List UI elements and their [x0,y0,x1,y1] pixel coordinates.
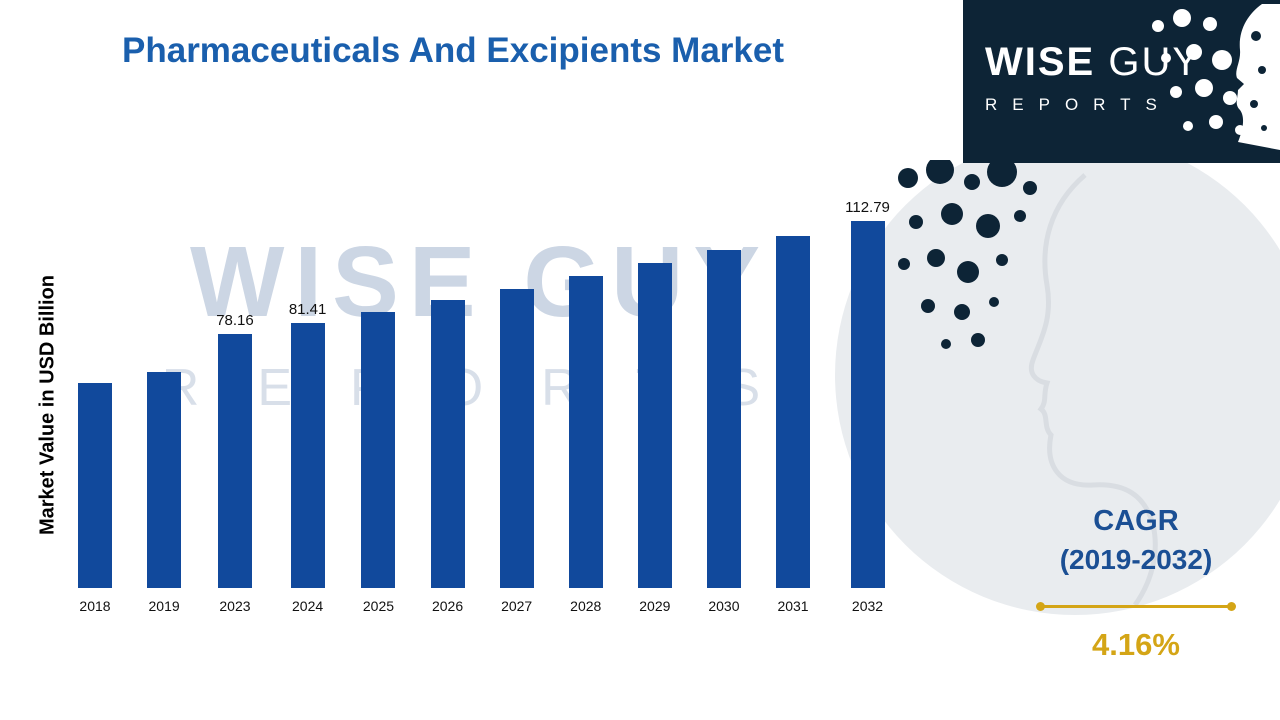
bar-column-2028: 2028 [568,276,603,614]
divider-rule [1040,605,1232,608]
x-tick-2025: 2025 [362,598,395,614]
x-tick-2018: 2018 [79,598,111,614]
bar-2025 [361,312,396,588]
bar-2023 [217,334,252,588]
bar-2018 [78,383,112,588]
x-tick-2029: 2029 [639,598,671,614]
y-axis-label: Market Value in USD Billion [36,274,59,536]
bar-column-2031: 2031 [776,236,811,614]
bar-value-label-2024: 81.41 [288,301,327,318]
bar-2032 [850,221,885,588]
bar-column-2024: 81.41 2024 [289,301,327,614]
bar-chart: 2018 2019 78.16 2023 81.41 2024 2025 2026 2027 20… [78,199,890,614]
bar-value-label-2032: 112.79 [845,199,890,216]
bar-column-2018: 2018 [78,383,112,614]
bar-column-2026: 2026 [430,300,465,614]
bar-value-label-2023: 78.16 [216,312,254,329]
x-tick-2019: 2019 [148,598,180,614]
x-tick-2031: 2031 [777,598,809,614]
page-title: Pharmaceuticals And Excipients Market [122,31,785,70]
x-tick-2027: 2027 [501,598,533,614]
x-tick-2024: 2024 [292,598,324,614]
bar-2028 [568,276,603,588]
x-tick-2026: 2026 [431,598,464,614]
logo-text: WISE GUY REPORTS [985,40,1201,115]
cagr-value: 4.16% [1092,627,1180,662]
wiseguy-logo: WISE GUY REPORTS [963,0,1280,163]
cagr-divider [1036,602,1236,611]
logo-reports-label: REPORTS [985,95,1172,114]
bar-2029 [637,263,672,588]
logo-face-icon [1152,4,1280,150]
x-tick-2023: 2023 [219,598,251,614]
logo-word-guy: GUY [1108,40,1202,84]
bar-column-2019: 2019 [147,372,182,614]
face-profile-outline-icon [1028,173,1158,607]
bar-2026 [430,300,465,588]
x-tick-2032: 2032 [851,598,884,614]
x-tick-2028: 2028 [570,598,602,614]
bar-column-2023: 78.16 2023 [216,312,254,614]
bar-column-2029: 2029 [637,263,672,614]
bar-column-2030: 2030 [706,250,741,614]
halftone-dots [898,160,1037,349]
cagr-label: CAGR [1093,505,1179,537]
bar-2024 [290,323,325,588]
bar-2030 [706,250,741,588]
bar-2027 [499,289,534,588]
logo-wordmark: WISE GUY [985,40,1201,85]
bar-column-2027: 2027 [499,289,534,614]
cagr-block: CAGR (2019-2032) 4.16% [1000,505,1272,663]
logo-word-wise: WISE [985,40,1096,84]
bar-2019 [147,372,182,588]
divider-right-dot [1227,602,1236,611]
bar-column-2025: 2025 [361,312,396,614]
bar-column-2032: 112.79 2032 [845,199,890,614]
cagr-range: (2019-2032) [1059,544,1213,575]
x-tick-2030: 2030 [708,598,740,614]
bar-2031 [776,236,811,588]
face-watermark-circle [835,135,1280,615]
